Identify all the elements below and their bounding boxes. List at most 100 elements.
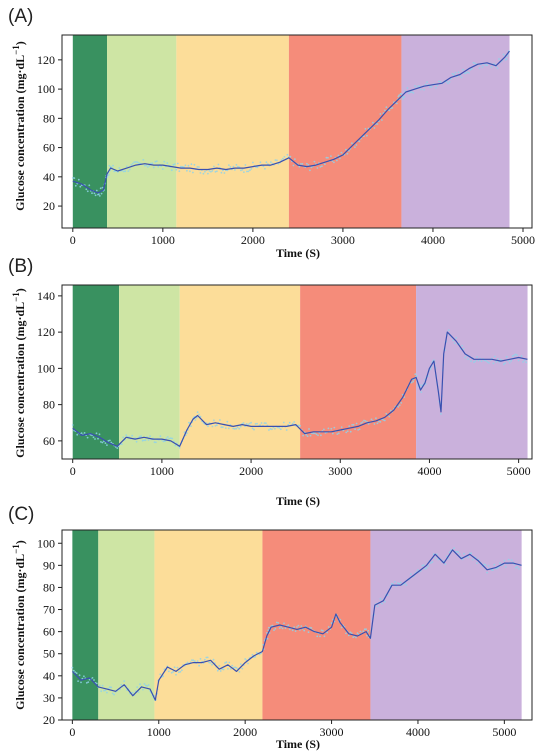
raw-point-a: [396, 102, 398, 105]
raw-point-c: [463, 552, 465, 555]
raw-point-b: [346, 430, 349, 433]
raw-point-c: [320, 629, 323, 632]
raw-point-c: [216, 669, 219, 672]
raw-point-c: [173, 666, 176, 669]
raw-point-a: [107, 174, 110, 176]
raw-point-a: [448, 80, 451, 83]
raw-point-a: [217, 163, 220, 166]
raw-point-b: [375, 417, 377, 420]
raw-point-c: [234, 666, 237, 669]
raw-point-c: [136, 686, 139, 688]
raw-point-a: [385, 106, 388, 109]
raw-point-b: [171, 437, 174, 440]
raw-point-c: [265, 632, 268, 634]
raw-point-b: [245, 423, 248, 425]
raw-point-b: [302, 434, 304, 437]
raw-point-c: [172, 670, 175, 673]
raw-point-c: [192, 659, 195, 662]
raw-point-b: [312, 432, 315, 435]
raw-point-a: [137, 162, 140, 164]
y-tick-label-c: 60: [43, 625, 55, 639]
raw-point-a: [363, 135, 365, 138]
raw-point-c: [355, 636, 357, 639]
chart-panel-b: 0 1000 2000 3000 4000 5000 60 80 100 120 140: [37, 284, 533, 478]
raw-point-b: [477, 359, 480, 362]
panel-label-b: (B): [8, 256, 33, 277]
raw-point-a: [246, 170, 248, 173]
raw-point-a: [98, 195, 101, 197]
raw-point-c: [206, 656, 209, 659]
raw-point-b: [144, 439, 147, 442]
raw-point-a: [262, 165, 265, 168]
raw-point-b: [414, 373, 417, 376]
raw-point-b: [453, 342, 456, 344]
raw-point-a: [74, 184, 77, 187]
raw-point-b: [397, 406, 400, 408]
raw-point-a: [93, 192, 96, 195]
y-tick-label-b: 100: [37, 361, 55, 375]
raw-point-b: [269, 427, 272, 430]
raw-point-a: [176, 162, 179, 165]
raw-point-b: [522, 361, 524, 363]
raw-point-c: [142, 688, 144, 691]
raw-point-c: [106, 691, 108, 694]
raw-point-b: [464, 356, 466, 359]
raw-point-a: [214, 170, 217, 173]
raw-point-c: [81, 677, 84, 680]
raw-point-a: [313, 160, 316, 163]
raw-point-b: [263, 422, 266, 424]
x-tick-label-b: 5000: [507, 464, 531, 478]
phase-band-c-2: [98, 530, 155, 720]
raw-point-c: [458, 553, 461, 556]
raw-point-b: [379, 421, 382, 423]
raw-point-c: [493, 563, 496, 566]
raw-point-c: [350, 632, 353, 635]
raw-point-b: [382, 419, 385, 421]
raw-point-c: [212, 658, 215, 661]
raw-point-a: [490, 66, 493, 68]
raw-point-a: [133, 161, 136, 164]
raw-point-a: [333, 161, 335, 164]
raw-point-c: [280, 626, 283, 628]
raw-point-b: [496, 358, 499, 360]
raw-point-b: [403, 396, 406, 398]
raw-point-a: [439, 81, 442, 83]
raw-point-a: [282, 157, 284, 160]
raw-point-a: [468, 72, 470, 74]
raw-point-b: [383, 419, 386, 422]
raw-point-c: [347, 634, 350, 637]
raw-point-a: [426, 81, 428, 84]
raw-point-c: [231, 664, 234, 667]
raw-point-c: [434, 557, 437, 559]
raw-point-a: [198, 166, 200, 168]
raw-point-c: [379, 597, 382, 600]
raw-point-c: [219, 670, 222, 672]
raw-point-a: [118, 167, 121, 169]
raw-point-b: [155, 441, 157, 444]
raw-point-b: [242, 422, 245, 424]
raw-point-c: [467, 556, 470, 559]
raw-point-c: [457, 551, 460, 553]
raw-point-a: [506, 55, 509, 57]
raw-point-a: [259, 161, 262, 164]
raw-point-c: [199, 658, 202, 660]
raw-point-c: [288, 628, 291, 631]
raw-point-b: [412, 378, 415, 381]
y-axis-title-a-text: Glucose concentration (mg·dL: [13, 55, 27, 211]
raw-point-c: [205, 656, 208, 659]
raw-point-c: [515, 566, 517, 569]
raw-point-b: [168, 437, 171, 440]
raw-point-a: [213, 165, 215, 168]
raw-point-a: [100, 192, 103, 195]
raw-point-c: [137, 691, 140, 693]
raw-point-c: [87, 681, 90, 683]
raw-point-c: [503, 559, 506, 562]
raw-point-b: [122, 436, 125, 439]
raw-point-a: [420, 88, 422, 91]
raw-point-b: [125, 434, 128, 436]
raw-point-b: [216, 424, 218, 427]
raw-point-c: [398, 582, 401, 585]
raw-point-a: [85, 188, 88, 191]
raw-point-a: [173, 163, 176, 166]
raw-point-b: [162, 440, 165, 443]
